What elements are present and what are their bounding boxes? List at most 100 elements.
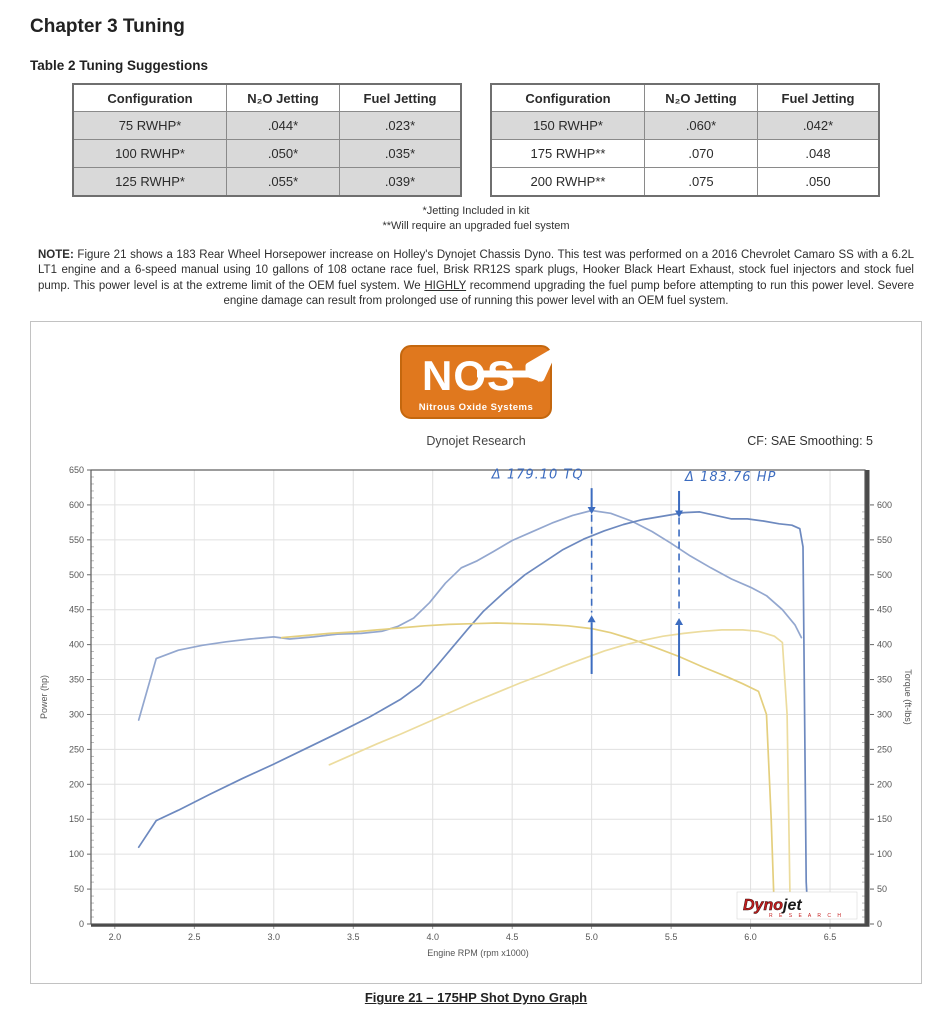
cell-n2o: .050* [226, 139, 340, 168]
svg-text:0: 0 [79, 919, 84, 929]
series-power-with-nitrous [137, 511, 809, 913]
svg-text:350: 350 [877, 675, 892, 685]
cell-fuel: .039* [339, 167, 462, 197]
tuning-tables: Configuration N₂O Jetting Fuel Jetting 7… [46, 83, 906, 197]
chart-frame [90, 469, 870, 928]
table-row: 200 RWHP** .075 .050 [490, 167, 880, 197]
chart-wrap: 0 50 100 150 200 250 300 350 400 450 500 550 600 650 0… [31, 456, 921, 983]
svg-text:450: 450 [877, 605, 892, 615]
table-row: 150 RWHP* .060* .042* [490, 111, 880, 140]
svg-text:200: 200 [877, 780, 892, 790]
axis-titles: Power (hp) Torque (ft-lbs) Engine RPM (rpm… [39, 670, 913, 959]
note-highly: HIGHLY [424, 279, 467, 292]
dynojet-logo-text: Dynojet [743, 897, 802, 914]
note-text-before: Figure 21 shows a 183 Rear Wheel Horsepo… [38, 248, 914, 292]
axis-tick-labels: 0 50 100 150 200 250 300 350 400 450 500 550 600 650 0… [69, 465, 892, 942]
cell-config: 175 RWHP** [490, 139, 645, 168]
chart-series [137, 509, 809, 917]
tuning-table-left: Configuration N₂O Jetting Fuel Jetting 7… [72, 83, 462, 197]
header-n2o-jetting: N₂O Jetting [644, 83, 758, 112]
cell-config: 100 RWHP* [72, 139, 227, 168]
annotation-label: Δ 183.76 HP [684, 470, 776, 485]
svg-text:3.0: 3.0 [268, 932, 281, 942]
svg-text:400: 400 [69, 640, 84, 650]
svg-text:400: 400 [877, 640, 892, 650]
delta-annotation: Δ 179.10 TQ [491, 468, 596, 675]
table-row: 100 RWHP* .050* .035* [72, 139, 462, 168]
dyno-figure: NOS Nitrous Oxide Systems Dynojet Resear… [30, 321, 922, 985]
svg-text:550: 550 [877, 535, 892, 545]
y-axis-left-title: Power (hp) [39, 675, 49, 719]
delta-annotation: Δ 183.76 HP [675, 470, 776, 677]
chapter-title: Chapter 3 Tuning [30, 16, 185, 37]
svg-text:650: 650 [69, 465, 84, 475]
svg-text:250: 250 [69, 745, 84, 755]
table-row: 75 RWHP* .044* .023* [72, 111, 462, 140]
svg-text:150: 150 [877, 815, 892, 825]
table-row: 125 RWHP* .055* .039* [72, 167, 462, 197]
cell-n2o: .060* [644, 111, 758, 140]
cell-config: 125 RWHP* [72, 167, 227, 197]
chart-grid [91, 470, 865, 925]
cell-n2o: .044* [226, 111, 340, 140]
svg-text:5.0: 5.0 [585, 932, 598, 942]
svg-text:300: 300 [877, 710, 892, 720]
table-title: Table 2 Tuning Suggestions [30, 58, 209, 73]
svg-text:500: 500 [69, 570, 84, 580]
svg-text:5.5: 5.5 [665, 932, 678, 942]
svg-text:250: 250 [877, 745, 892, 755]
svg-text:600: 600 [877, 500, 892, 510]
nos-logo-wrap: NOS Nitrous Oxide Systems [31, 338, 921, 424]
svg-text:4.0: 4.0 [426, 932, 439, 942]
dynojet-logo-subtext: R E S E A R C H [769, 913, 843, 919]
table-row: 175 RWHP** .070 .048 [490, 139, 880, 168]
svg-text:2.5: 2.5 [188, 932, 201, 942]
cell-fuel: .035* [339, 139, 462, 168]
svg-text:4.5: 4.5 [506, 932, 519, 942]
x-axis-title: Engine RPM (rpm x1000) [427, 948, 529, 958]
dyno-chart: 0 50 100 150 200 250 300 350 400 450 500 550 600 650 0… [39, 465, 913, 959]
svg-text:50: 50 [877, 884, 887, 894]
table-header-row: Configuration N₂O Jetting Fuel Jetting [72, 83, 462, 112]
svg-text:100: 100 [69, 849, 84, 859]
series-torque-baseline [280, 622, 776, 915]
nos-logo-background [400, 345, 552, 420]
table-footnotes: *Jetting Included in kit **Will require … [30, 204, 922, 234]
cell-n2o: .070 [644, 139, 758, 168]
cell-fuel: .050 [757, 167, 880, 197]
cell-config: 150 RWHP* [490, 111, 645, 140]
svg-text:2.0: 2.0 [109, 932, 122, 942]
svg-text:100: 100 [877, 849, 892, 859]
svg-text:550: 550 [69, 535, 84, 545]
svg-text:6.5: 6.5 [824, 932, 837, 942]
table-header-row: Configuration N₂O Jetting Fuel Jetting [490, 83, 880, 112]
y-axis-right-title: Torque (ft-lbs) [903, 670, 913, 726]
svg-text:450: 450 [69, 605, 84, 615]
footnote-fuel-system: **Will require an upgraded fuel system [382, 219, 570, 232]
header-n2o-jetting: N₂O Jetting [226, 83, 340, 112]
header-fuel-jetting: Fuel Jetting [757, 83, 880, 112]
annotation-label: Δ 179.10 TQ [491, 468, 584, 483]
svg-text:600: 600 [69, 500, 84, 510]
header-configuration: Configuration [490, 83, 645, 112]
svg-text:200: 200 [69, 780, 84, 790]
note-label: NOTE: [38, 248, 74, 261]
header-configuration: Configuration [72, 83, 227, 112]
nos-arrow-icon [477, 348, 557, 383]
note-text-after: recommend upgrading the fuel pump before… [223, 279, 915, 307]
svg-text:300: 300 [69, 710, 84, 720]
header-fuel-jetting: Fuel Jetting [339, 83, 462, 112]
cell-fuel: .048 [757, 139, 880, 168]
figure-caption: Figure 21 – 175HP Shot Dyno Graph [364, 990, 588, 1006]
cell-config: 75 RWHP* [72, 111, 227, 140]
svg-text:500: 500 [877, 570, 892, 580]
note-paragraph: NOTE: Figure 21 shows a 183 Rear Wheel H… [38, 248, 914, 310]
cell-n2o: .075 [644, 167, 758, 197]
cell-fuel: .023* [339, 111, 462, 140]
dynojet-research-label: Dynojet Research [426, 434, 526, 449]
svg-text:50: 50 [74, 884, 84, 894]
nos-logo: NOS Nitrous Oxide Systems [400, 345, 557, 420]
chart-header: Dynojet Research CF: SAE Smoothing: 5 [31, 434, 921, 456]
